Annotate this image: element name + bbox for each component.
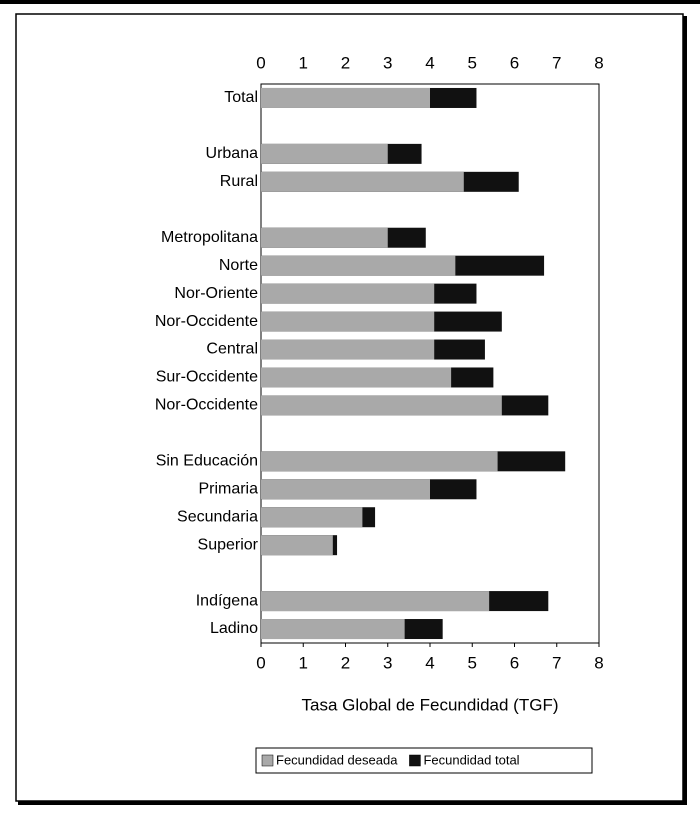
x-tick-label: 5 bbox=[468, 653, 477, 672]
x-tick-label: 7 bbox=[552, 53, 561, 72]
x-axis-label: Tasa Global de Fecundidad (TGF) bbox=[301, 695, 558, 714]
bar bbox=[261, 255, 456, 276]
legend bbox=[255, 747, 593, 774]
y-tick-label: Secundaria bbox=[177, 508, 258, 525]
x-tick-label: 7 bbox=[552, 653, 561, 672]
y-tick-label: Ladino bbox=[210, 620, 258, 637]
bar bbox=[261, 451, 498, 472]
bar bbox=[261, 143, 388, 164]
y-tick-label: Sin Educación bbox=[156, 453, 258, 470]
y-tick-label: Central bbox=[206, 341, 258, 358]
legend-swatch bbox=[261, 754, 274, 767]
bar bbox=[261, 227, 388, 248]
y-tick-label: Urbana bbox=[206, 145, 259, 162]
x-tick-label: 4 bbox=[425, 53, 434, 72]
x-tick-label: 3 bbox=[383, 53, 392, 72]
bar bbox=[261, 479, 430, 500]
bar bbox=[261, 591, 490, 612]
x-tick-label: 8 bbox=[594, 53, 603, 72]
bar bbox=[261, 311, 435, 332]
x-tick-label: 8 bbox=[594, 653, 603, 672]
x-tick-label: 1 bbox=[299, 653, 308, 672]
y-tick-label: Sur-Occidente bbox=[156, 369, 258, 386]
y-tick-label: Norte bbox=[219, 257, 258, 274]
bar bbox=[261, 283, 435, 304]
y-tick-label: Primaria bbox=[198, 480, 258, 497]
bar bbox=[261, 171, 464, 192]
y-tick-label: Nor-Occidente bbox=[155, 313, 258, 330]
x-tick-label: 3 bbox=[383, 653, 392, 672]
y-tick-label: Indígena bbox=[196, 592, 258, 609]
x-tick-label: 2 bbox=[341, 53, 350, 72]
x-tick-label: 0 bbox=[256, 653, 265, 672]
bar bbox=[261, 535, 333, 556]
y-tick-label: Rural bbox=[220, 173, 258, 190]
legend-label: Fecundidad total bbox=[423, 752, 519, 767]
bar bbox=[261, 87, 430, 108]
bar bbox=[261, 507, 363, 528]
y-tick-label: Nor-Oriente bbox=[174, 285, 258, 302]
x-tick-label: 6 bbox=[510, 653, 519, 672]
legend-label: Fecundidad deseada bbox=[276, 752, 398, 767]
x-tick-label: 5 bbox=[468, 53, 477, 72]
plot-frame bbox=[260, 83, 600, 644]
top-rule bbox=[0, 0, 700, 4]
bar bbox=[261, 395, 502, 416]
legend-swatch bbox=[409, 754, 421, 767]
bar bbox=[261, 367, 452, 388]
x-tick-label: 6 bbox=[510, 53, 519, 72]
y-tick-label: Total bbox=[224, 89, 258, 106]
x-tick-label: 0 bbox=[256, 53, 265, 72]
bar bbox=[261, 619, 405, 640]
y-tick-label: Superior bbox=[198, 536, 259, 553]
x-tick-label: 4 bbox=[425, 653, 434, 672]
x-tick-label: 1 bbox=[299, 53, 308, 72]
y-tick-label: Metropolitana bbox=[161, 229, 258, 246]
x-tick-label: 2 bbox=[341, 653, 350, 672]
bar bbox=[261, 339, 435, 360]
y-tick-label: Nor-Occidente bbox=[155, 397, 258, 414]
